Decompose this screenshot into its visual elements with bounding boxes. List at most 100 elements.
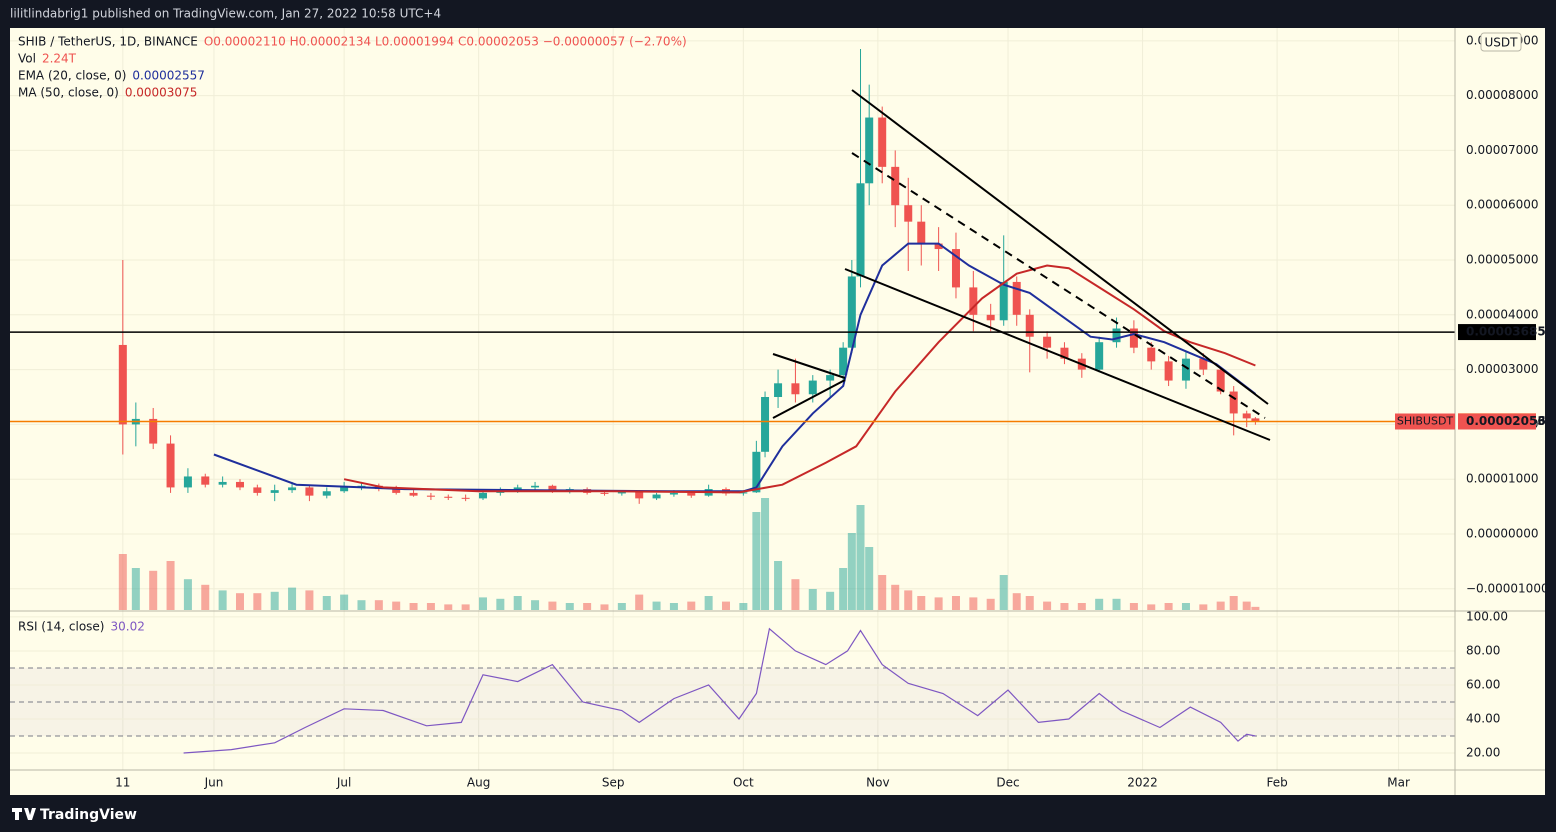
y-tick-label: 0.00004000: [1466, 307, 1539, 321]
candle-body: [600, 492, 609, 494]
candle-body: [878, 117, 887, 167]
candle-body: [1216, 369, 1225, 392]
volume-bar: [934, 597, 943, 610]
candle-body: [201, 476, 210, 485]
volume-bar: [1025, 596, 1034, 610]
volume-bar: [865, 547, 874, 610]
candle-body: [118, 344, 127, 425]
candle-body: [1181, 358, 1190, 381]
legend-name: Vol: [18, 52, 36, 66]
y-tick-label: 100.00: [1466, 609, 1508, 623]
volume-bar: [1043, 601, 1052, 610]
symbol-label: SHIBUSDT: [1397, 414, 1454, 427]
y-tick-label: 20.00: [1466, 745, 1500, 759]
x-tick-label: Dec: [996, 776, 1019, 790]
x-tick-label: Sep: [602, 776, 625, 790]
volume-bar: [1164, 603, 1173, 610]
volume-bar: [288, 587, 297, 610]
volume-bar: [235, 593, 244, 610]
candle-body: [305, 487, 314, 496]
candle-body: [839, 347, 848, 376]
y-tick-label: 0.00000000: [1466, 526, 1539, 540]
candle-body: [635, 491, 644, 499]
volume-bar: [444, 604, 453, 610]
volume-bar: [1229, 596, 1238, 610]
volume-bar: [565, 603, 574, 610]
volume-bar: [1216, 601, 1225, 610]
legend-name: RSI (14, close): [18, 620, 104, 634]
unit-label: USDT: [1485, 36, 1519, 50]
x-tick-label: Aug: [467, 776, 490, 790]
volume-bar: [513, 596, 522, 610]
candle-body: [999, 281, 1008, 321]
volume-bar: [531, 600, 540, 610]
volume-bar: [270, 591, 279, 610]
x-tick-label: Oct: [733, 776, 754, 790]
volume-bar: [761, 498, 770, 610]
candle-body: [149, 418, 158, 444]
price-badge: [1458, 324, 1536, 341]
volume-bar: [357, 600, 366, 610]
volume-bar: [1112, 598, 1121, 610]
volume-bar: [917, 596, 926, 610]
y-tick-label: 0.00008000: [1466, 88, 1539, 102]
volume-bar: [878, 575, 887, 610]
volume-bar: [774, 561, 783, 610]
legend-value: O0.00002110 H0.00002134 L0.00001994 C0.0…: [204, 35, 687, 49]
candle-body: [1229, 391, 1238, 414]
volume-bar: [752, 512, 761, 610]
volume-bar: [1251, 606, 1260, 610]
pennant-lower: [772, 379, 846, 419]
x-tick-label: Feb: [1266, 776, 1287, 790]
volume-bar: [856, 505, 865, 610]
candle-body: [891, 166, 900, 206]
volume-bar: [253, 593, 262, 610]
candle-body: [1251, 418, 1260, 422]
volume-bar: [847, 533, 856, 610]
candle-body: [513, 487, 522, 491]
candle-body: [392, 489, 401, 493]
candle-body: [1095, 342, 1104, 370]
candle-body: [340, 487, 349, 492]
candle-body: [951, 249, 960, 288]
candle-body: [322, 491, 331, 496]
x-tick-label: Nov: [866, 776, 889, 790]
volume-bar: [183, 579, 192, 610]
candle-body: [808, 380, 817, 395]
candle-body: [253, 487, 262, 493]
candle-body: [761, 397, 770, 452]
candle-body: [1112, 328, 1121, 343]
unit-badge[interactable]: [1480, 32, 1522, 52]
pennant-upper: [772, 353, 846, 379]
legend-value: 0.00002557: [132, 69, 205, 83]
volume-bar: [808, 589, 817, 610]
candle-body: [444, 496, 453, 498]
x-tick-label: Jul: [336, 776, 351, 790]
symbol-badge: [1395, 413, 1455, 430]
candle-body: [669, 492, 678, 495]
y-tick-label: 0.00003000: [1466, 362, 1539, 376]
volume-bar: [986, 598, 995, 610]
candle-body: [652, 494, 661, 499]
candle-body: [826, 375, 835, 381]
volume-bar: [131, 568, 140, 610]
price-badge: [1458, 413, 1536, 430]
volume-bar: [496, 598, 505, 610]
wedge-upper: [851, 89, 1269, 405]
candle-body: [1012, 281, 1021, 315]
trend-drawings: [772, 89, 1271, 441]
volume-bar: [891, 584, 900, 610]
volume-bar: [1199, 604, 1208, 610]
volume-bar: [118, 554, 127, 610]
volume-bar: [409, 603, 418, 610]
volume-bar: [1060, 603, 1069, 610]
volume-bar: [1077, 603, 1086, 610]
volume-bar: [652, 601, 661, 610]
volume-bar: [600, 604, 609, 610]
brand-logo: [12, 808, 36, 820]
volume-bar: [374, 600, 383, 610]
x-tick-label: 11: [115, 776, 130, 790]
candle-body: [986, 314, 995, 321]
y-tick-label: 40.00: [1466, 711, 1500, 725]
